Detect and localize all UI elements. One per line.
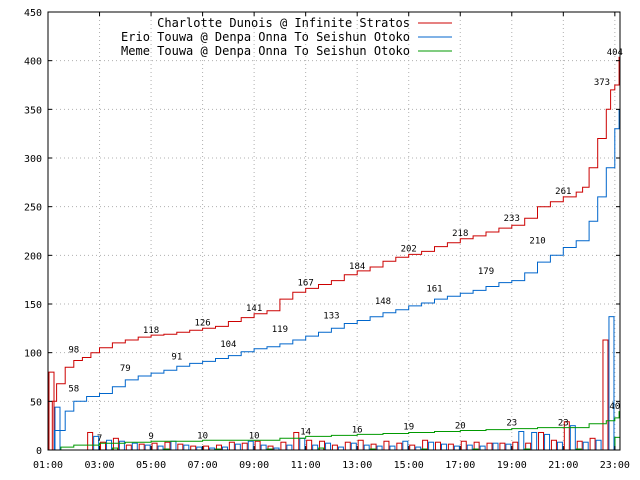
data-label: 179	[478, 267, 494, 277]
y-tick-label: 50	[30, 397, 42, 408]
data-label: 218	[452, 229, 468, 239]
data-label: 14	[300, 427, 311, 437]
y-tick-label: 350	[24, 105, 42, 116]
data-label: 373	[594, 78, 610, 88]
data-label: 233	[504, 214, 520, 224]
x-axis-ticks: 01:00 03:00 05:00 07:00 09:00 11:00 13:00 15:00…	[33, 12, 630, 471]
x-tick-label: 17:00	[445, 460, 475, 471]
data-label: 7	[97, 434, 102, 444]
cumulative-lines	[48, 56, 620, 451]
legend: Charlotte Dunois @ Infinite StratosErio …	[121, 16, 452, 58]
x-tick-label: 13:00	[342, 460, 372, 471]
data-label: 118	[143, 326, 159, 336]
x-tick-label: 11:00	[291, 460, 321, 471]
x-tick-label: 05:00	[136, 460, 166, 471]
data-label: 10	[197, 431, 208, 441]
x-tick-label: 15:00	[394, 460, 424, 471]
data-label: 202	[401, 244, 417, 254]
data-label: 104	[220, 340, 236, 350]
data-label: 404	[607, 48, 623, 58]
y-tick-label: 150	[24, 300, 42, 311]
data-label: 10	[249, 431, 260, 441]
series-line	[48, 56, 620, 451]
x-tick-label: 07:00	[188, 460, 218, 471]
y-tick-label: 0	[36, 446, 42, 457]
data-label: 184	[349, 262, 365, 272]
y-tick-label: 250	[24, 203, 42, 214]
x-tick-label: 21:00	[548, 460, 578, 471]
data-label: 133	[323, 312, 339, 322]
legend-entry-label: Meme Touwa @ Denpa Onna To Seishun Otoko	[121, 44, 410, 58]
y-axis-ticks: 0 50 100 150 200 250 300 350 400 450	[24, 8, 620, 457]
legend-entry-label: Erio Touwa @ Denpa Onna To Seishun Otoko	[121, 30, 410, 44]
data-label: 210	[529, 237, 545, 247]
data-label: 23	[558, 419, 569, 429]
x-tick-label: 23:00	[600, 460, 630, 471]
data-label: 119	[272, 325, 288, 335]
x-tick-label: 19:00	[497, 460, 527, 471]
y-tick-label: 200	[24, 251, 42, 262]
data-label: 16	[352, 425, 363, 435]
data-label: 20	[455, 422, 466, 432]
data-labels: 9811812614116718420221823326137340458799…	[68, 48, 623, 444]
data-label: 161	[426, 284, 442, 294]
series-line	[48, 411, 620, 451]
x-tick-label: 09:00	[239, 460, 269, 471]
y-tick-label: 300	[24, 154, 42, 165]
data-label: 98	[68, 346, 79, 356]
data-label: 167	[298, 278, 314, 288]
grid-lines	[48, 12, 620, 450]
y-tick-label: 400	[24, 57, 42, 68]
data-label: 19	[403, 423, 414, 433]
data-label: 126	[194, 318, 210, 328]
data-label: 79	[120, 364, 131, 374]
x-tick-label: 03:00	[84, 460, 114, 471]
data-label: 91	[171, 352, 182, 362]
x-tick-label: 01:00	[33, 460, 63, 471]
data-label: 58	[68, 385, 79, 395]
legend-entry-label: Charlotte Dunois @ Infinite Stratos	[157, 16, 410, 30]
data-label: 40	[609, 402, 620, 412]
y-tick-label: 450	[24, 8, 42, 19]
plot-frame	[47, 11, 621, 451]
series-line	[48, 109, 620, 451]
data-label: 261	[555, 187, 571, 197]
data-label: 148	[375, 297, 391, 307]
data-label: 23	[506, 419, 517, 429]
data-label: 141	[246, 304, 262, 314]
y-tick-label: 100	[24, 349, 42, 360]
data-label: 9	[148, 432, 153, 442]
